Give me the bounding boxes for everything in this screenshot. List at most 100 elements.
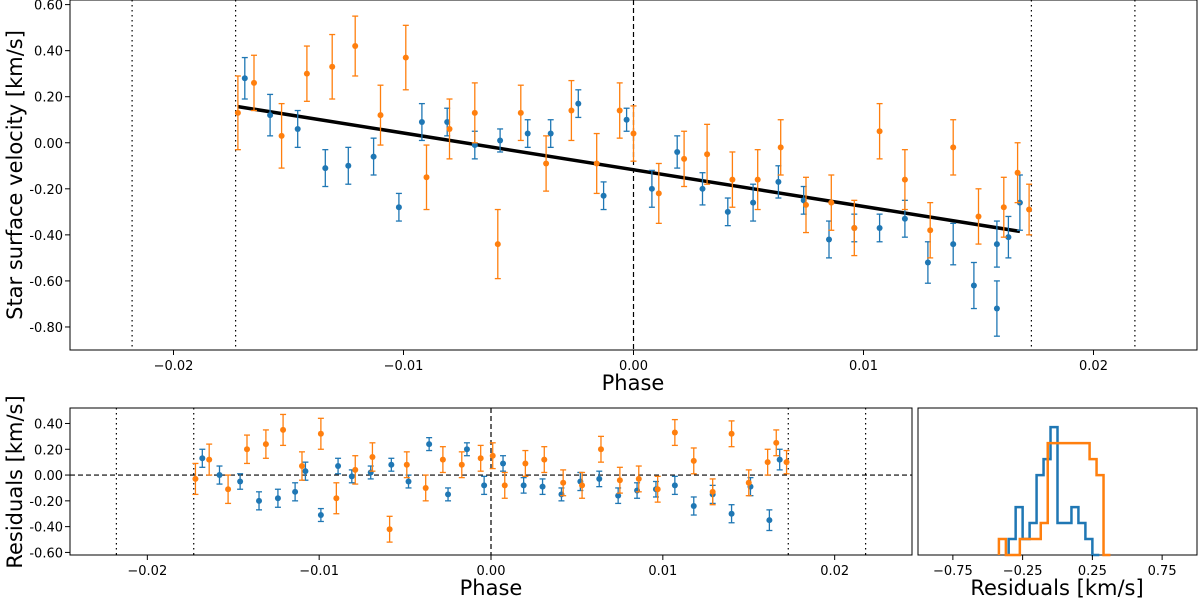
velocity-blue-point [623,107,630,132]
residuals-blue-point [596,470,603,488]
residuals-orange-point [635,465,642,493]
velocity-marker [876,128,883,135]
residuals-orange-point [597,435,604,463]
residuals-marker [501,482,508,489]
velocity-guide-lines [131,0,1136,350]
residuals-marker [766,517,773,524]
residuals-x-tick-label: 0.00 [477,564,506,579]
velocity-orange-point [803,176,809,234]
velocity-orange-point [704,123,711,185]
residuals-orange-point [783,449,790,475]
velocity-blue-point [648,169,655,208]
residuals-orange-point [403,451,410,479]
histogram-orange-step [997,441,1111,557]
residuals-marker [298,463,305,470]
velocity-blue-point [370,137,377,176]
residuals-marker [615,492,622,499]
velocity-marker [1014,169,1021,176]
velocity-blue-point [418,102,425,142]
residuals-marker [773,439,780,446]
velocity-blue-point [547,119,554,149]
residuals-orange-point [439,446,446,474]
residuals-x-tick-label: −0.02 [127,564,167,579]
residuals-marker [709,488,716,495]
velocity-marker [851,224,858,231]
velocity-marker [950,144,957,151]
velocity-marker [704,151,711,158]
velocity-x-axis-label: Phase [602,371,665,395]
residuals-orange-point [560,469,567,497]
residuals-orange-point [764,448,771,476]
velocity-marker [497,137,504,144]
velocity-y-ticks: -0.80 -0.60 -0.40 -0.20 0.00 0.20 0.40 0.60 [29,0,70,336]
residuals-blue-point [237,473,244,490]
velocity-orange-point [616,82,623,139]
velocity-marker [699,185,706,192]
velocity-blue-point [395,192,402,222]
residuals-marker [369,454,376,460]
velocity-orange-point [729,151,736,208]
residuals-marker [348,473,355,480]
velocity-y-axis-label: Star surface velocity [km/s] [3,30,27,320]
velocity-marker [775,178,782,185]
histogram-x-tick-label: 0.75 [1148,564,1177,579]
velocity-marker [950,241,957,248]
velocity-blue-point [294,109,301,149]
residuals-marker [489,452,496,459]
velocity-marker [616,107,623,114]
velocity-orange-point [754,149,761,211]
velocity-marker [352,43,359,50]
velocity-orange-point [876,102,883,160]
velocity-marker [1005,234,1012,241]
residuals-orange-point [386,515,393,543]
velocity-orange-point [329,33,336,100]
residuals-marker [596,475,603,482]
residuals-orange-point [489,442,496,470]
velocity-marker [494,241,501,248]
residuals-orange-point [773,429,780,457]
residuals-marker [317,430,324,437]
histogram-x-tick-label: −0.25 [1003,564,1043,579]
residuals-blue-point [335,457,342,475]
residuals-x-tick-label: 0.01 [648,564,677,579]
residuals-blue-point [426,437,433,452]
residuals-marker [690,457,697,464]
residuals-blue-point [520,476,527,494]
velocity-panel: −0.02 −0.01 0.00 0.01 0.02 -0.80-0.60-0.40-0… [3,0,1198,395]
velocity-orange-point [901,149,908,211]
velocity-marker [826,236,832,243]
velocity-blue-point [600,181,607,211]
velocity-orange-point [494,208,501,280]
residuals-orange-point [369,442,376,472]
residuals-blue-point [481,475,488,496]
velocity-marker [543,160,550,167]
velocity-y-tick-label: 0.20 [34,91,63,106]
histogram-x-tick-label: 0.25 [1078,564,1107,579]
residuals-orange-point [654,475,661,503]
velocity-blue-point [241,56,248,100]
velocity-marker [575,100,582,107]
velocity-orange-point [630,105,637,162]
residuals-blue-point [500,455,507,472]
residuals-orange-point [671,418,678,447]
velocity-y-tick-label: 0.40 [34,45,63,60]
velocity-data-points [234,15,1033,337]
residuals-orange-point [317,417,324,450]
residuals-marker [352,466,359,473]
velocity-marker [303,70,310,77]
velocity-orange-point [251,54,257,112]
velocity-y-tick-label: -0.20 [29,183,63,198]
residuals-data-points [192,413,790,543]
histogram-axes-frame [917,407,1198,556]
residuals-marker [403,461,410,468]
velocity-marker [593,160,600,167]
histogram-panel: −0.75 −0.25 0.25 0.75 Residuals [km/s] [917,407,1198,600]
residuals-marker [192,475,199,482]
residuals-orange-point [709,478,716,506]
residuals-x-axis-label: Phase [460,576,523,600]
velocity-x-tick-label: 0.02 [1079,359,1108,374]
residuals-orange-point [745,469,752,497]
residuals-orange-point [616,466,623,494]
velocity-blue-point [524,119,531,149]
velocity-marker [674,148,681,155]
